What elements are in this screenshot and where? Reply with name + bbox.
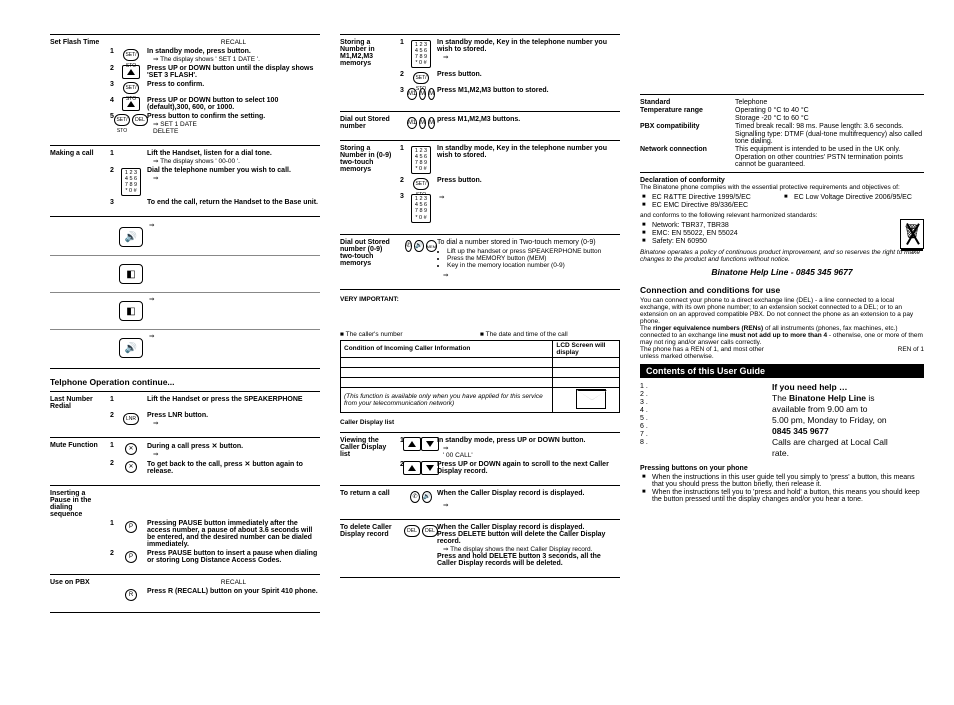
- m2-icon: M: [419, 88, 426, 100]
- speaker-icon: 🔊: [119, 227, 143, 247]
- lnr-icon: LNR: [123, 413, 139, 425]
- up-icon: [122, 97, 140, 111]
- keypad-icon: 1 2 34 5 67 8 9* 0 #: [411, 40, 431, 68]
- making-call-section: Making a call1Lift the Handset, listen f…: [50, 150, 320, 206]
- dial-m-section: Dial out Stored numberM1MMpress M1,M2,M3…: [340, 116, 620, 130]
- recall-label: RECALL: [143, 39, 320, 46]
- up-icon: [122, 65, 140, 79]
- column-1: Set Flash Time RECALL 1SET/STOIn standby…: [50, 30, 320, 617]
- column-3: StandardTelephone Temperature rangeOpera…: [640, 30, 924, 617]
- delete-section: To delete Caller Display recordDELDEL Wh…: [340, 524, 620, 567]
- mute-section: Mute Function1✕During a call press ✕ but…: [50, 442, 320, 475]
- mute-icon: ✕: [125, 461, 137, 473]
- very-important-label: VERY IMPORTANT:: [340, 296, 620, 303]
- set-sto-icon: SET/STO: [413, 178, 429, 190]
- speaker-icon: 🔊: [119, 338, 143, 358]
- up-icon: [403, 437, 421, 451]
- speaker-icon: 🔊: [414, 240, 423, 252]
- handset-icon: ✆: [405, 240, 412, 252]
- up-icon: [403, 461, 421, 475]
- contents-header: Contents of this User Guide: [640, 364, 924, 378]
- del-icon: DEL: [404, 525, 420, 537]
- keypad-icon: 1 2 34 5 67 8 9* 0 #: [411, 194, 431, 222]
- envelope-icon: [576, 389, 606, 409]
- table-of-contents: 1 . 2 . 3 . 4 . 5 . 6 . 7 . 8 . If you n…: [640, 382, 924, 459]
- return-call-section: To return a call✆🔊When the Caller Displa…: [340, 490, 620, 509]
- icon-function-rows: 🔊⇒ ◧ ◧⇒ 🔊⇒: [50, 221, 320, 364]
- caller-info-table: Condition of Incoming Caller Information…: [340, 340, 620, 413]
- m1-icon: M1: [407, 117, 417, 129]
- press-note-1: When the instructions in this user guide…: [640, 474, 924, 488]
- set-flash-title: Set Flash Time: [50, 39, 105, 46]
- declaration-section: Declaration of conformity The Binatone p…: [640, 177, 924, 277]
- last-number-section: Last Number Redial1Lift the Handset or p…: [50, 396, 320, 427]
- set-flash-section: Set Flash Time RECALL 1SET/STOIn standby…: [50, 39, 320, 135]
- helpline-bar: Binatone Help Line - 0845 345 9677: [640, 267, 924, 277]
- recall-icon: R: [125, 589, 137, 601]
- pressing-head: Pressing buttons on your phone: [640, 465, 924, 472]
- viewing-section: Viewing the Caller Display list1In stand…: [340, 437, 620, 475]
- mute-icon: ✕: [125, 443, 137, 455]
- m2-icon: M: [419, 117, 426, 129]
- dial-09-section: Dial out Stored number (0-9) two-touch m…: [340, 239, 620, 279]
- set-sto-icon: SET/STO: [123, 49, 139, 61]
- keypad-icon: 1 2 34 5 67 8 9* 0 #: [411, 146, 431, 174]
- specifications: StandardTelephone Temperature rangeOpera…: [640, 99, 924, 168]
- handset-icon: ◧: [119, 264, 143, 284]
- storing-09-section: Storing a Number in (0-9) two-touch memo…: [340, 145, 620, 223]
- set-sto-icon: SET/STO: [413, 72, 429, 84]
- speaker-icon: 🔊: [422, 491, 432, 503]
- pause-section: Inserting a Pause in the dialing sequenc…: [50, 490, 320, 564]
- help-box: If you need help … The Binatone Help Lin…: [772, 382, 924, 459]
- telephone-continue-head: Telphone Operation continue...: [50, 377, 320, 387]
- pbx-section: Use on PBXRECALL RPress R (RECALL) butto…: [50, 579, 320, 602]
- pause-icon: P: [125, 551, 137, 563]
- pause-icon: P: [125, 521, 137, 533]
- m1-icon: M1: [407, 88, 417, 100]
- handset-icon: ◧: [119, 301, 143, 321]
- column-2: Storing a Number in M1,M2,M3 memorys11 2…: [340, 30, 620, 617]
- connection-section: Connection and conditions for use You ca…: [640, 285, 924, 360]
- set-sto-icon: SET/STO: [114, 114, 130, 126]
- handset-icon: ✆: [410, 491, 420, 503]
- keypad-icon: 1 2 34 5 67 8 9* 0 #: [121, 168, 141, 196]
- set-sto-icon: SET/STO: [123, 82, 139, 94]
- press-note-2: When the instructions tell you to 'press…: [640, 489, 924, 503]
- weee-icon: 🗑: [900, 219, 924, 249]
- storing-m-section: Storing a Number in M1,M2,M3 memorys11 2…: [340, 39, 620, 101]
- cdl-head: Caller Display list: [340, 419, 620, 426]
